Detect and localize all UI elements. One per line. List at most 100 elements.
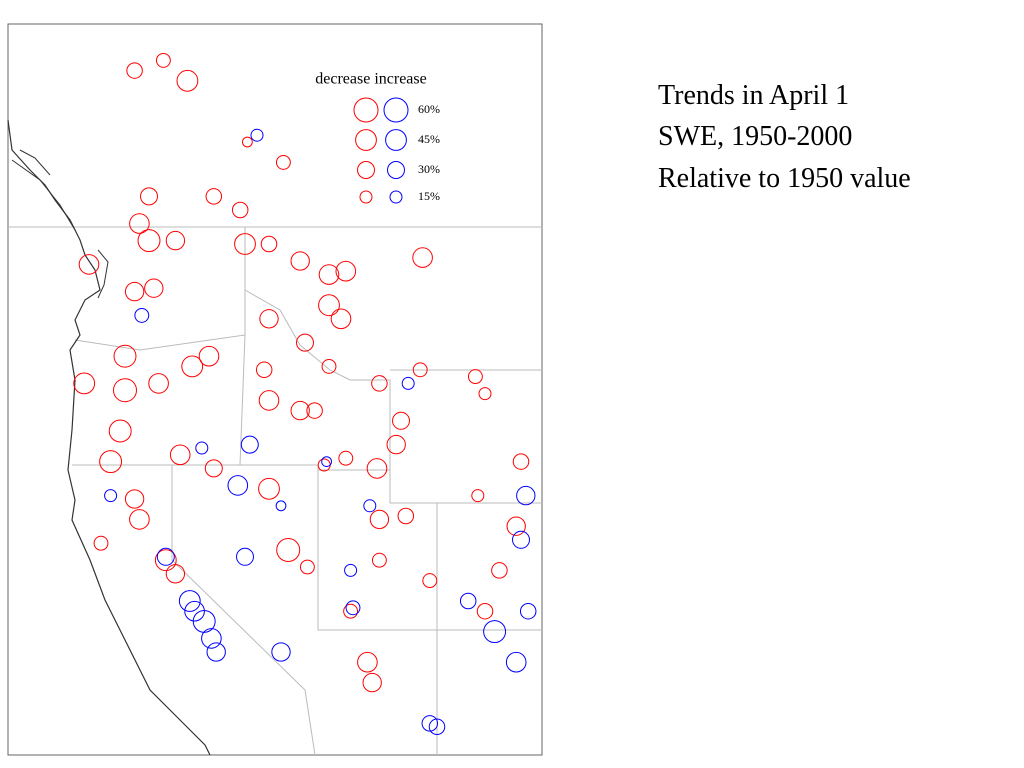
station-circle bbox=[467, 369, 483, 385]
station-circle bbox=[195, 441, 209, 455]
legend-decrease-circle bbox=[355, 129, 377, 151]
station-circle bbox=[318, 294, 340, 317]
station-circle bbox=[198, 345, 220, 367]
legend-decrease-circle bbox=[359, 190, 373, 204]
title-line: Relative to 1950 value bbox=[658, 163, 911, 194]
station-circle bbox=[345, 600, 361, 616]
legend-increase-circle bbox=[389, 190, 403, 204]
station-circle bbox=[165, 230, 186, 251]
station-circle bbox=[483, 620, 507, 644]
station-circle bbox=[93, 535, 109, 551]
map-frame bbox=[7, 23, 543, 756]
station-circle bbox=[204, 459, 223, 478]
legend-decrease-circle bbox=[357, 161, 375, 179]
legend-increase-circle bbox=[387, 161, 405, 179]
station-circle bbox=[124, 281, 145, 302]
station-circle bbox=[516, 485, 536, 506]
station-circle bbox=[362, 672, 382, 693]
station-circle bbox=[422, 573, 438, 589]
station-circle bbox=[108, 419, 132, 443]
station-circle bbox=[412, 247, 433, 268]
station-circle bbox=[231, 201, 249, 219]
station-circle bbox=[276, 538, 301, 562]
legend-header: decrease increase bbox=[315, 71, 426, 88]
station-circle bbox=[478, 387, 492, 401]
station-circle bbox=[137, 229, 161, 253]
station-markers bbox=[73, 52, 537, 736]
station-circle bbox=[250, 128, 264, 142]
station-circle bbox=[169, 444, 191, 466]
station-circle bbox=[155, 52, 171, 68]
station-circle bbox=[491, 562, 508, 579]
station-circle bbox=[206, 642, 226, 662]
station-circle bbox=[343, 603, 359, 619]
station-circle bbox=[335, 260, 357, 282]
station-circle bbox=[371, 375, 388, 392]
station-circle bbox=[271, 642, 291, 662]
station-circle bbox=[421, 715, 439, 732]
station-circle bbox=[275, 154, 291, 170]
station-circle bbox=[258, 390, 280, 411]
station-circle bbox=[459, 592, 477, 610]
legend-increase-circle bbox=[383, 97, 409, 123]
station-circle bbox=[296, 333, 314, 352]
station-circle bbox=[129, 509, 150, 530]
legend-size-label: 60% bbox=[418, 102, 440, 116]
station-circle bbox=[148, 373, 169, 394]
station-circle bbox=[318, 264, 340, 285]
station-circle bbox=[357, 651, 378, 673]
station-circle bbox=[234, 233, 256, 255]
station-circle bbox=[113, 378, 137, 403]
station-circle bbox=[126, 62, 143, 79]
station-circle bbox=[275, 500, 287, 512]
station-circle bbox=[165, 564, 186, 584]
state-borders bbox=[8, 226, 542, 756]
station-circle bbox=[476, 602, 494, 620]
station-circle bbox=[181, 355, 204, 378]
legend-increase-circle bbox=[385, 129, 407, 151]
station-circle bbox=[330, 308, 352, 330]
station-circle bbox=[519, 602, 537, 620]
station-circle bbox=[412, 362, 428, 378]
station-circle bbox=[240, 435, 259, 454]
legend-decrease-circle bbox=[353, 97, 379, 123]
station-circle bbox=[321, 358, 337, 374]
station-circle bbox=[290, 251, 310, 271]
station-circle bbox=[512, 530, 530, 549]
station-circle bbox=[140, 187, 158, 206]
title-line: Trends in April 1 bbox=[658, 80, 849, 111]
station-circle bbox=[201, 628, 222, 649]
station-circle bbox=[255, 361, 273, 379]
station-circle bbox=[241, 136, 253, 148]
station-circle bbox=[184, 600, 205, 622]
station-circle bbox=[397, 507, 415, 525]
station-circle bbox=[321, 456, 333, 468]
station-circle bbox=[154, 549, 177, 572]
station-circle bbox=[99, 450, 123, 474]
station-circle bbox=[124, 489, 145, 509]
station-circle bbox=[290, 400, 310, 421]
station-circle bbox=[306, 402, 323, 419]
station-circle bbox=[205, 188, 223, 205]
station-circle bbox=[512, 453, 530, 470]
title-line: SWE, 1950-2000 bbox=[658, 121, 852, 152]
station-circle bbox=[259, 309, 279, 329]
station-circle bbox=[471, 489, 485, 503]
station-circle bbox=[344, 563, 358, 577]
station-circle bbox=[176, 69, 199, 92]
station-circle bbox=[129, 213, 150, 234]
station-circle bbox=[258, 477, 280, 500]
legend-size-label: 15% bbox=[418, 189, 440, 203]
station-circle bbox=[260, 235, 278, 253]
station-circle bbox=[366, 458, 388, 479]
station-circle bbox=[506, 516, 526, 536]
station-circle bbox=[134, 307, 150, 323]
coastline bbox=[7, 119, 211, 756]
station-circle bbox=[505, 651, 527, 673]
station-circle bbox=[371, 552, 387, 568]
station-circle bbox=[428, 718, 446, 736]
legend-size-label: 30% bbox=[418, 162, 440, 176]
station-circle bbox=[178, 590, 201, 612]
